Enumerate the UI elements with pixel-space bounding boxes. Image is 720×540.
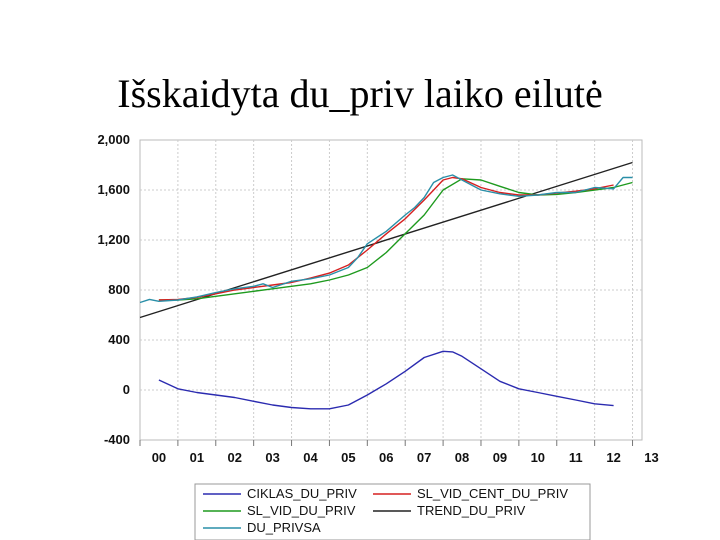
x-tick-label: 00 — [152, 450, 166, 465]
x-tick-label: 06 — [379, 450, 393, 465]
x-tick-label: 07 — [417, 450, 431, 465]
series-line-du-privsa — [139, 174, 633, 304]
x-tick-label: 11 — [569, 450, 583, 465]
legend-label: TREND_DU_PRIV — [417, 503, 526, 518]
x-tick-label: 09 — [493, 450, 507, 465]
series-lines — [139, 161, 633, 410]
x-tick-label: 08 — [455, 450, 469, 465]
x-tick-label: 10 — [531, 450, 545, 465]
x-tick-label: 01 — [190, 450, 204, 465]
x-tick-label: 04 — [303, 450, 318, 465]
legend-label: DU_PRIVSA — [247, 520, 321, 535]
x-tick-label: 02 — [227, 450, 241, 465]
legend: CIKLAS_DU_PRIV SL_VID_CENT_DU_PRIV SL_VID_… — [194, 483, 591, 540]
x-axis-ticks: 00 01 02 03 04 05 06 07 08 09 10 11 12 13 — [139, 440, 659, 465]
y-tick-label: 1,600 — [97, 182, 130, 197]
y-tick-label: 1,200 — [97, 232, 130, 247]
legend-label: SL_VID_DU_PRIV — [247, 503, 356, 518]
x-tick-label: 05 — [341, 450, 355, 465]
legend-label: CIKLAS_DU_PRIV — [247, 486, 357, 501]
legend-label: SL_VID_CENT_DU_PRIV — [417, 486, 568, 501]
y-axis-ticks: 2,000 1,600 1,200 800 400 0 -400 — [97, 132, 130, 447]
x-tick-label: 03 — [265, 450, 279, 465]
series-line-sl-vid-du-priv — [158, 178, 633, 301]
y-tick-label: 2,000 — [97, 132, 130, 147]
series-line-ciklas-du-priv — [158, 350, 614, 410]
page-title: Išskaidyta du_priv laiko eilutė — [117, 71, 603, 116]
y-tick-label: -400 — [104, 432, 130, 447]
y-tick-label: 400 — [108, 332, 130, 347]
x-tick-label: 13 — [644, 450, 658, 465]
y-tick-label: 0 — [123, 382, 130, 397]
x-tick-label: 12 — [606, 450, 620, 465]
y-tick-label: 800 — [108, 282, 130, 297]
series-line-sl-vid-cent-du-priv — [158, 176, 614, 301]
